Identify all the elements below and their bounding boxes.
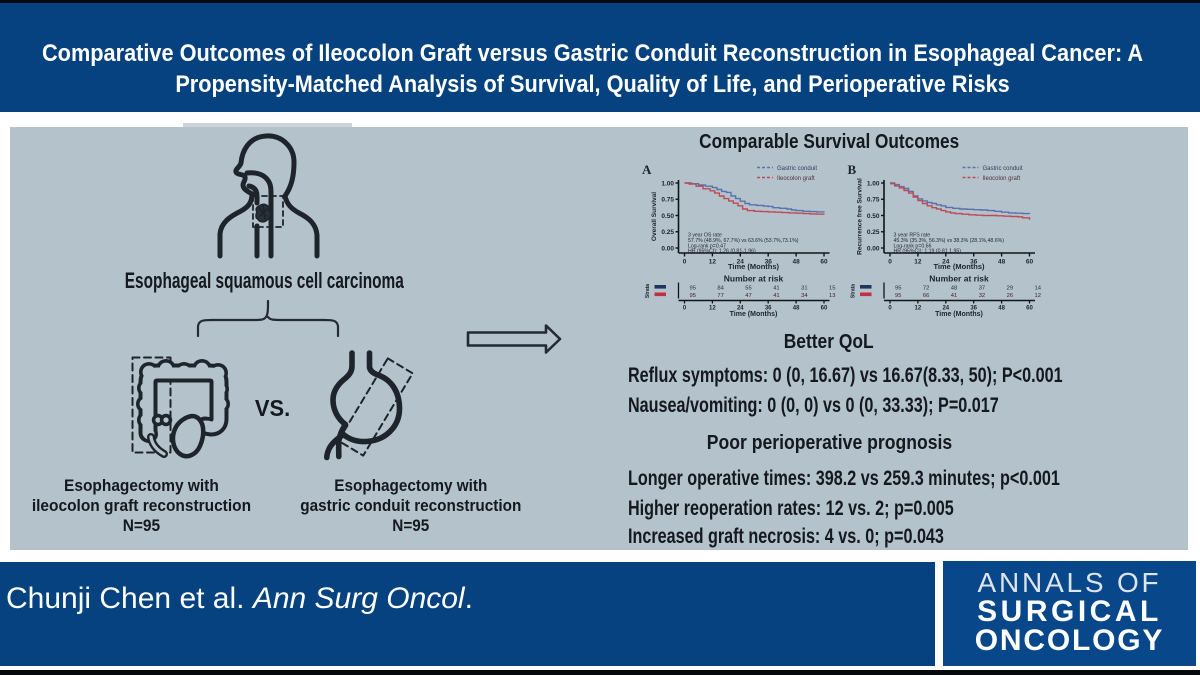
svg-text:Time (Months): Time (Months): [728, 262, 780, 271]
svg-text:Ileocolon graft: Ileocolon graft: [983, 176, 1021, 182]
svg-text:0.25: 0.25: [867, 229, 880, 236]
svg-text:Number at risk: Number at risk: [929, 274, 989, 284]
svg-text:55: 55: [745, 286, 751, 292]
svg-text:Log-rank p=0.66: Log-rank p=0.66: [894, 243, 932, 249]
svg-text:3 year RFS rate: 3 year RFS rate: [894, 233, 931, 239]
svg-text:12: 12: [709, 259, 717, 266]
svg-text:12: 12: [915, 306, 922, 312]
svg-text:HR (95%CI): 1.26 (0.81-1.96): HR (95%CI): 1.26 (0.81-1.96): [688, 249, 756, 255]
svg-text:0.75: 0.75: [661, 197, 674, 204]
svg-text:HR (95%CI): 1.19 (0.81,1.95): HR (95%CI): 1.19 (0.81,1.95): [894, 249, 962, 255]
svg-text:95: 95: [690, 286, 696, 292]
svg-text:Overall Survival: Overall Survival: [651, 192, 658, 241]
svg-text:48: 48: [951, 286, 957, 292]
svg-text:66: 66: [923, 293, 929, 299]
svg-text:13: 13: [829, 293, 835, 299]
svg-text:60: 60: [820, 259, 828, 266]
svg-text:Time (Months): Time (Months): [730, 311, 778, 318]
svg-text:37: 37: [979, 286, 985, 292]
svg-text:Strata: Strata: [851, 284, 857, 298]
svg-text:0.00: 0.00: [867, 245, 880, 252]
svg-text:0.00: 0.00: [661, 245, 674, 252]
svg-text:Strata: Strata: [645, 284, 651, 298]
svg-text:95: 95: [690, 293, 696, 299]
svg-text:57.7% (48.9%, 67.7%) vs 63.6%: 57.7% (48.9%, 67.7%) vs 63.6% (53.7%,73.…: [688, 238, 799, 244]
svg-text:0: 0: [683, 259, 687, 266]
svg-text:36: 36: [765, 306, 772, 312]
svg-text:48: 48: [998, 259, 1006, 266]
svg-text:0.50: 0.50: [867, 213, 880, 220]
svg-text:Recurrence free Survival: Recurrence free Survival: [857, 178, 864, 255]
svg-text:Gastric conduit: Gastric conduit: [777, 166, 817, 172]
svg-text:72: 72: [923, 286, 929, 292]
svg-text:14: 14: [1035, 286, 1042, 292]
svg-text:36: 36: [765, 259, 773, 266]
svg-text:0: 0: [683, 306, 687, 312]
svg-text:Time (Months): Time (Months): [935, 311, 983, 318]
svg-text:24: 24: [737, 306, 744, 312]
svg-text:34: 34: [801, 293, 808, 299]
svg-text:36: 36: [970, 306, 977, 312]
svg-text:0: 0: [888, 259, 892, 266]
svg-text:77: 77: [717, 293, 723, 299]
svg-text:48: 48: [998, 306, 1005, 312]
svg-text:48: 48: [792, 259, 800, 266]
svg-text:12: 12: [1035, 293, 1041, 299]
svg-text:26: 26: [1007, 293, 1013, 299]
svg-text:3 year OS rate: 3 year OS rate: [688, 233, 722, 239]
svg-text:0: 0: [888, 306, 892, 312]
svg-text:0.25: 0.25: [661, 229, 674, 236]
svg-text:1.00: 1.00: [867, 180, 880, 187]
svg-text:Time (Months): Time (Months): [933, 262, 985, 271]
svg-text:41: 41: [773, 293, 779, 299]
svg-text:32: 32: [979, 293, 985, 299]
svg-text:1.00: 1.00: [661, 180, 674, 187]
svg-text:29: 29: [1007, 286, 1013, 292]
svg-text:47: 47: [745, 293, 751, 299]
svg-text:41: 41: [773, 286, 779, 292]
svg-text:41: 41: [951, 293, 957, 299]
svg-text:45.3% (35.3%, 56.3%) vs 38.3%: 45.3% (35.3%, 56.3%) vs 38.3% (28.1%,48.…: [894, 238, 1005, 244]
svg-text:60: 60: [821, 306, 828, 312]
svg-text:Log-rank p=0.47: Log-rank p=0.47: [688, 243, 726, 249]
svg-text:Ileocolon graft: Ileocolon graft: [777, 176, 815, 182]
svg-text:15: 15: [829, 286, 835, 292]
svg-text:31: 31: [801, 286, 807, 292]
svg-text:36: 36: [970, 259, 978, 266]
svg-text:60: 60: [1026, 306, 1033, 312]
svg-text:24: 24: [942, 306, 949, 312]
svg-text:A: A: [642, 162, 652, 177]
svg-text:95: 95: [895, 286, 901, 292]
svg-text:12: 12: [709, 306, 716, 312]
svg-text:12: 12: [914, 259, 922, 266]
svg-text:84: 84: [717, 286, 724, 292]
svg-text:95: 95: [895, 293, 901, 299]
svg-text:0.50: 0.50: [661, 213, 674, 220]
svg-text:24: 24: [737, 259, 745, 266]
svg-text:Gastric conduit: Gastric conduit: [983, 166, 1023, 172]
svg-text:24: 24: [942, 259, 950, 266]
svg-text:B: B: [848, 162, 857, 177]
svg-text:60: 60: [1026, 259, 1034, 266]
svg-text:0.75: 0.75: [867, 197, 880, 204]
svg-text:Number at risk: Number at risk: [724, 274, 784, 284]
svg-text:48: 48: [793, 306, 800, 312]
